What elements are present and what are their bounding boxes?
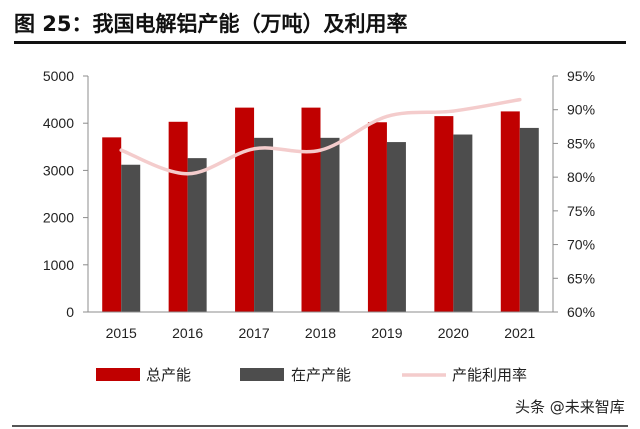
bar-operating-2021 xyxy=(519,127,539,312)
watermark: 头条 @未来智库 xyxy=(515,398,625,416)
title-rule xyxy=(14,41,626,44)
bar-capacity-2017 xyxy=(235,107,255,313)
utilization-point-2020 xyxy=(451,109,455,113)
x-tick-label-2019: 2019 xyxy=(371,325,402,341)
left-tick-label-2000: 2000 xyxy=(43,210,74,226)
bar-capacity-2016 xyxy=(168,121,188,312)
legend-label-operating: 在产产能 xyxy=(291,366,351,384)
legend-label-capacity: 总产能 xyxy=(146,366,191,384)
left-tick-label-3000: 3000 xyxy=(43,162,74,178)
left-tick-label-0: 0 xyxy=(66,304,74,320)
right-tick-label-2: 70% xyxy=(567,237,595,253)
left-tick-label-4000: 4000 xyxy=(43,115,74,131)
line-layer xyxy=(119,97,522,176)
legend-label-utilization: 产能利用率 xyxy=(452,366,527,384)
bar-capacity-2015 xyxy=(102,137,122,312)
bar-operating-2016 xyxy=(187,158,207,312)
right-tick-label-4: 80% xyxy=(567,169,595,185)
x-tick-label-2018: 2018 xyxy=(305,325,336,341)
bar-operating-2015 xyxy=(121,164,141,312)
bar-capacity-2019 xyxy=(367,122,387,312)
bar-operating-2019 xyxy=(386,142,406,312)
right-tick-label-0: 60% xyxy=(567,304,595,320)
bar-capacity-2018 xyxy=(301,107,321,313)
right-tick-label-7: 95% xyxy=(567,68,595,84)
bar-operating-2018 xyxy=(320,137,340,312)
left-tick-label-1000: 1000 xyxy=(43,257,74,273)
legend: 总产能 在产产能 产能利用率 xyxy=(96,366,527,384)
x-tick-label-2016: 2016 xyxy=(172,325,203,341)
x-tick-label-2015: 2015 xyxy=(106,325,137,341)
left-tick-label-5000: 5000 xyxy=(43,68,74,84)
legend-swatch-operating xyxy=(240,368,284,381)
figure-title: 图 25：我国电解铝产能（万吨）及利用率 xyxy=(14,12,408,36)
legend-swatch-capacity xyxy=(96,368,140,381)
right-tick-label-1: 65% xyxy=(567,270,595,286)
x-tick-label-2021: 2021 xyxy=(504,325,535,341)
x-tick-label-2017: 2017 xyxy=(238,325,269,341)
x-tick-label-2020: 2020 xyxy=(438,325,469,341)
bar-operating-2020 xyxy=(453,134,473,312)
utilization-point-2021 xyxy=(518,98,522,102)
bar-capacity-2020 xyxy=(434,116,454,313)
bars-layer xyxy=(102,107,539,313)
axes-layer: 0 1000 2000 3000 4000 5000 60% 65% 70% 75% 80% 85% 9… xyxy=(43,68,595,341)
utilization-point-2018 xyxy=(318,148,323,152)
utilization-point-2017 xyxy=(252,147,256,151)
right-tick-label-5: 85% xyxy=(567,135,595,151)
utilization-point-2019 xyxy=(385,114,389,119)
right-tick-label-6: 90% xyxy=(567,102,595,118)
utilization-point-2015 xyxy=(119,148,123,152)
bar-capacity-2021 xyxy=(500,111,520,313)
bar-operating-2017 xyxy=(254,137,274,312)
utilization-point-2016 xyxy=(186,172,190,176)
bottom-rule xyxy=(12,425,628,427)
right-tick-label-3: 75% xyxy=(567,203,595,219)
